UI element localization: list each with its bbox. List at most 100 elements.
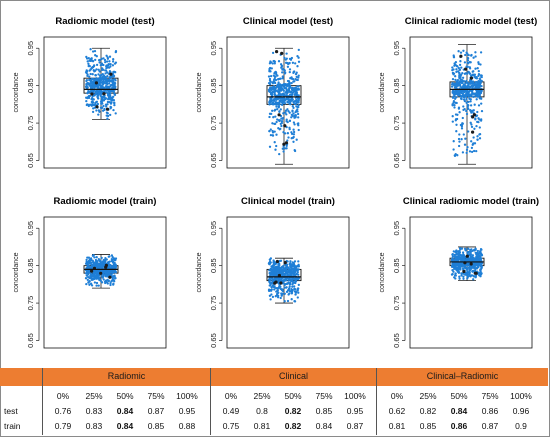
data-point <box>479 63 482 66</box>
data-point <box>463 266 467 270</box>
data-point <box>288 126 291 129</box>
data-point <box>274 71 278 74</box>
data-point <box>296 287 300 290</box>
data-point <box>105 91 108 94</box>
data-point <box>85 84 88 87</box>
data-point <box>293 287 296 290</box>
data-point <box>294 110 297 114</box>
data-point <box>292 106 295 110</box>
data-point <box>284 109 288 112</box>
data-point <box>286 101 290 104</box>
data-point <box>85 99 88 103</box>
data-point <box>479 90 482 93</box>
data-point <box>465 98 468 101</box>
data-point <box>465 93 469 97</box>
data-point <box>109 282 112 285</box>
table-cell: 0.82 <box>419 406 437 416</box>
data-point <box>105 54 108 57</box>
data-point <box>292 264 296 268</box>
y-tick-label: 0.65 <box>26 153 35 168</box>
summary-table: Radiomic Clinical Clinical–Radiomic test… <box>0 368 548 435</box>
column-header: 75% <box>147 391 165 401</box>
data-point <box>290 81 293 85</box>
data-point <box>475 77 479 80</box>
data-point <box>93 262 96 266</box>
outlier-point <box>279 281 283 285</box>
data-point <box>475 124 478 128</box>
column-header: 100% <box>510 391 532 401</box>
data-point <box>273 279 276 282</box>
group-title-radiomic: Radiomic <box>107 371 146 381</box>
data-point <box>451 272 454 276</box>
data-point <box>296 296 299 299</box>
data-point <box>467 104 470 107</box>
data-point <box>469 98 472 101</box>
data-point <box>114 79 117 82</box>
data-point <box>476 92 479 95</box>
data-point <box>106 64 110 67</box>
column-header: 50% <box>284 391 302 401</box>
data-point <box>86 60 89 63</box>
data-point <box>282 100 285 104</box>
data-point <box>477 79 480 83</box>
outlier-point <box>465 254 469 258</box>
data-point <box>294 279 297 282</box>
data-point <box>290 137 293 140</box>
data-point <box>459 268 462 271</box>
data-point <box>280 117 283 120</box>
data-point <box>102 57 105 60</box>
data-point <box>476 67 479 70</box>
data-point <box>273 75 277 78</box>
data-point <box>469 74 473 77</box>
data-point <box>112 108 115 112</box>
data-point <box>89 72 92 76</box>
table-cell: 0.87 <box>147 406 165 416</box>
data-point <box>284 58 287 61</box>
data-point <box>268 258 272 261</box>
data-point <box>458 140 461 143</box>
outlier-point <box>105 107 110 111</box>
data-point <box>93 256 96 259</box>
data-point <box>282 97 285 100</box>
data-point <box>291 279 294 282</box>
data-point <box>480 84 483 88</box>
data-point <box>285 118 288 121</box>
data-point <box>95 63 99 67</box>
data-point <box>112 74 115 77</box>
data-point <box>480 75 483 79</box>
data-point <box>108 100 111 104</box>
data-point <box>277 93 280 97</box>
data-point <box>108 60 111 63</box>
data-point <box>273 288 276 291</box>
boxplot-panel: Radiomic model (test) 0.65 0.75 0.85 0.95 con… <box>0 8 183 188</box>
data-point <box>461 116 464 120</box>
data-point <box>88 75 91 78</box>
data-point <box>473 127 476 130</box>
data-point <box>462 133 465 136</box>
data-point <box>293 300 296 303</box>
data-point <box>271 101 275 104</box>
data-point <box>465 257 468 260</box>
data-point <box>99 64 102 67</box>
outlier-point <box>90 269 94 273</box>
data-point <box>296 54 299 58</box>
data-point <box>464 82 467 85</box>
data-point <box>455 96 458 99</box>
y-tick-label: 0.85 <box>392 78 401 93</box>
data-point <box>287 267 291 271</box>
data-point <box>270 293 273 296</box>
y-axis-label: concordance <box>13 72 20 112</box>
data-point <box>288 102 291 105</box>
data-point <box>296 108 299 111</box>
column-header: 25% <box>419 391 437 401</box>
data-point <box>269 133 273 137</box>
data-point <box>297 104 300 107</box>
data-point <box>451 96 455 99</box>
data-point <box>113 70 116 74</box>
data-point <box>455 101 458 105</box>
data-point <box>277 78 280 81</box>
data-point <box>268 129 271 133</box>
data-point <box>104 80 108 83</box>
data-point <box>454 274 457 277</box>
data-point <box>271 122 274 125</box>
